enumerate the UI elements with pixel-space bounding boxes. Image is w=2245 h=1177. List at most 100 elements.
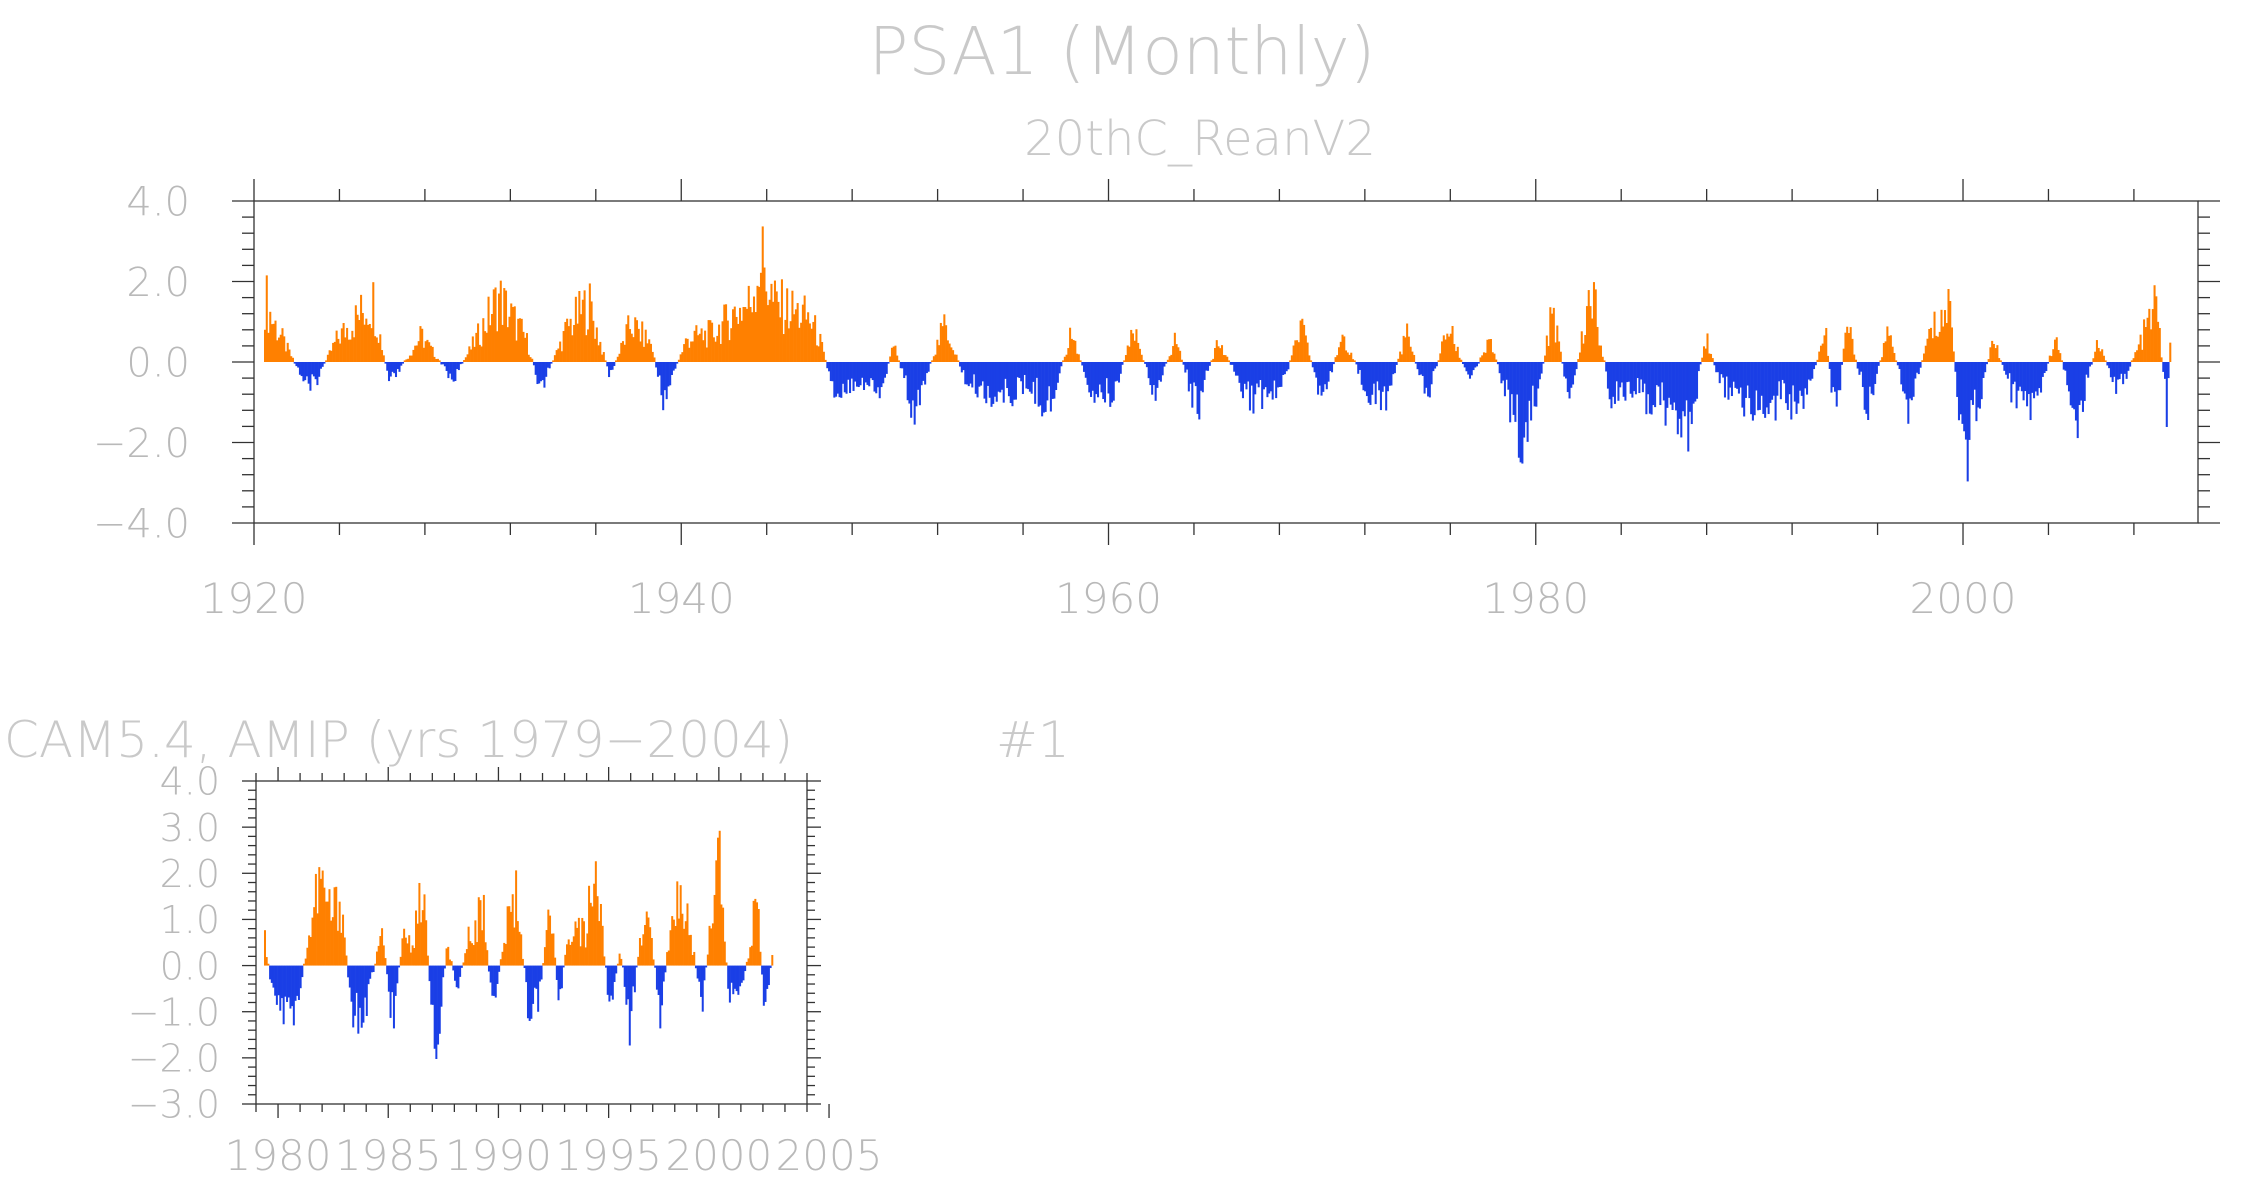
- bar: [1084, 362, 1087, 378]
- bar: [574, 296, 577, 362]
- bar: [1435, 362, 1438, 367]
- bar: [638, 938, 641, 966]
- bar: [938, 345, 941, 362]
- bar: [959, 362, 962, 367]
- bar: [677, 918, 680, 966]
- bar: [941, 326, 944, 362]
- bar: [1589, 306, 1592, 362]
- bar: [1764, 362, 1767, 418]
- bar: [642, 934, 645, 966]
- x-tick-label: 2000: [1910, 574, 2017, 623]
- bar: [2013, 362, 2016, 382]
- bar: [701, 965, 704, 1012]
- bar: [716, 335, 719, 362]
- bar: [679, 885, 682, 966]
- bar: [1549, 307, 1552, 362]
- bar: [1531, 362, 1534, 386]
- bar: [730, 328, 733, 362]
- bar: [478, 344, 481, 362]
- bar: [1537, 362, 1540, 389]
- bar: [539, 362, 542, 382]
- bar: [1379, 362, 1382, 411]
- bar: [573, 324, 576, 362]
- bar: [534, 362, 537, 375]
- bar: [542, 963, 545, 966]
- bar: [1255, 362, 1258, 384]
- bar: [422, 347, 425, 362]
- bar: [506, 327, 509, 362]
- bar: [464, 953, 467, 966]
- bar: [426, 955, 429, 966]
- bar: [455, 965, 458, 988]
- bar: [461, 362, 464, 364]
- bar: [492, 289, 495, 362]
- bar: [606, 362, 609, 367]
- bar: [2095, 340, 2098, 362]
- bars-cam: [264, 830, 774, 1059]
- bar: [2081, 362, 2084, 412]
- bar: [326, 901, 329, 966]
- bar: [1238, 362, 1241, 383]
- bar: [2132, 358, 2135, 362]
- bar: [980, 362, 983, 386]
- bar: [416, 923, 419, 966]
- bar: [850, 362, 853, 379]
- bar: [1189, 362, 1192, 384]
- bar: [1144, 362, 1147, 364]
- bar: [1800, 362, 1803, 396]
- bar: [1325, 362, 1328, 390]
- bar: [835, 362, 838, 397]
- bar: [356, 314, 359, 362]
- bar: [1069, 327, 1072, 362]
- bar: [1689, 362, 1692, 412]
- bar: [1009, 362, 1012, 403]
- bar: [1217, 346, 1220, 362]
- bar: [348, 965, 351, 988]
- bar: [740, 965, 743, 983]
- bar: [524, 337, 527, 362]
- bar: [1413, 354, 1416, 362]
- bar: [1145, 362, 1148, 368]
- bar: [2040, 362, 2043, 393]
- bar: [1671, 362, 1674, 411]
- bar: [670, 362, 673, 375]
- bar: [1809, 362, 1812, 381]
- bar: [691, 955, 694, 966]
- bar: [569, 318, 572, 362]
- bar: [382, 355, 385, 362]
- bar: [369, 965, 372, 979]
- bar: [1423, 362, 1426, 394]
- bar: [1425, 362, 1428, 388]
- bar: [645, 911, 648, 966]
- bar: [1399, 351, 1402, 362]
- bar: [1902, 362, 1905, 392]
- bar: [562, 331, 565, 362]
- chart-panel-cam: CAM5.4, AMIP (yrs 1979−2004) #1 1980 1985…: [4, 711, 1070, 1177]
- bar: [274, 965, 277, 996]
- bar: [1042, 362, 1045, 413]
- bar: [325, 360, 328, 362]
- bar: [1175, 344, 1178, 362]
- bar: [481, 930, 484, 966]
- bar: [1514, 362, 1517, 422]
- bar: [654, 965, 657, 968]
- bar: [386, 362, 389, 371]
- bar: [566, 944, 569, 966]
- bar: [352, 965, 355, 1028]
- bar: [754, 898, 757, 966]
- bar: [372, 282, 375, 362]
- bar: [1598, 345, 1601, 362]
- bar: [639, 341, 642, 362]
- bar: [362, 965, 365, 1023]
- bar: [1633, 362, 1636, 392]
- bar: [470, 943, 473, 966]
- bar: [1250, 362, 1253, 386]
- bar: [744, 307, 747, 362]
- bar: [2151, 309, 2154, 362]
- bar: [1491, 352, 1494, 362]
- bar: [615, 360, 618, 362]
- bar: [1259, 362, 1262, 381]
- bar: [1765, 362, 1768, 408]
- bar: [2148, 308, 2151, 362]
- bar: [1020, 362, 1023, 382]
